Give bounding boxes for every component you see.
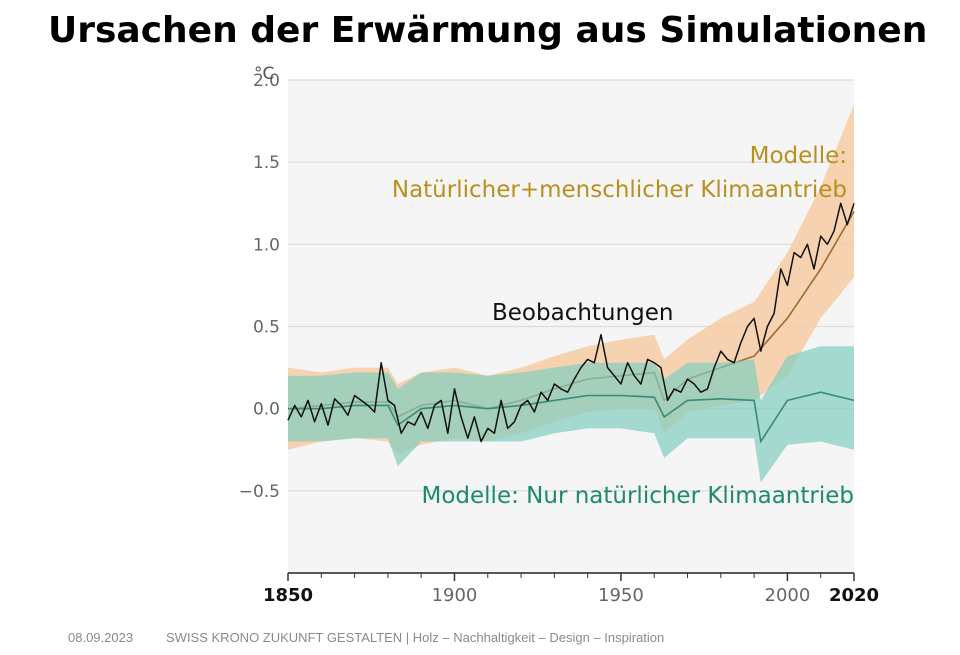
natural_models-mean-line <box>288 391 855 444</box>
natural_models-uncertainty-band <box>288 346 854 483</box>
y-axis: 2.0 1.5 1.0 0.5 0.0 −0.5 <box>239 71 280 502</box>
y-tick-label: 1.5 <box>253 153 280 173</box>
y-tick-label: 0.0 <box>253 400 280 420</box>
observations-label: Beobachtungen <box>492 300 673 326</box>
y-tick-label: 2.0 <box>253 71 280 91</box>
x-tick-label: 2020 <box>829 585 879 606</box>
footer-date: 08.09.2023 <box>68 630 134 645</box>
footer-text: SWISS KRONO ZUKUNFT GESTALTEN | Holz – N… <box>166 630 665 645</box>
y-tick-label: 1.0 <box>253 235 280 255</box>
human-forcing-label-line2: Natürlicher+menschlicher Klimaantrieb <box>392 177 847 203</box>
x-tick-label: 1850 <box>263 585 313 606</box>
natural-forcing-label: Modelle: Nur natürlicher Klimaantrieb <box>422 483 855 509</box>
y-tick-label: 0.5 <box>253 318 280 338</box>
x-tick-label: 1900 <box>432 585 478 606</box>
y-axis-unit-label: °C <box>254 64 274 84</box>
y-tick-label: −0.5 <box>239 482 280 502</box>
x-tick-label: 1950 <box>598 585 644 606</box>
natural-band-layer <box>288 346 855 483</box>
x-tick-label: 2000 <box>765 585 811 606</box>
human-forcing-label-line1: Modelle: <box>750 143 847 169</box>
observations-layer <box>287 202 855 443</box>
temperature-chart: 2.0 1.5 1.0 0.5 0.0 −0.5 1850 1900 1950 2000 2020… <box>239 64 879 606</box>
x-axis: 1850 1900 1950 2000 2020 <box>263 572 879 606</box>
observations-line <box>287 202 855 443</box>
slide-title: Ursachen der Erwärmung aus Simulationen <box>48 10 928 51</box>
